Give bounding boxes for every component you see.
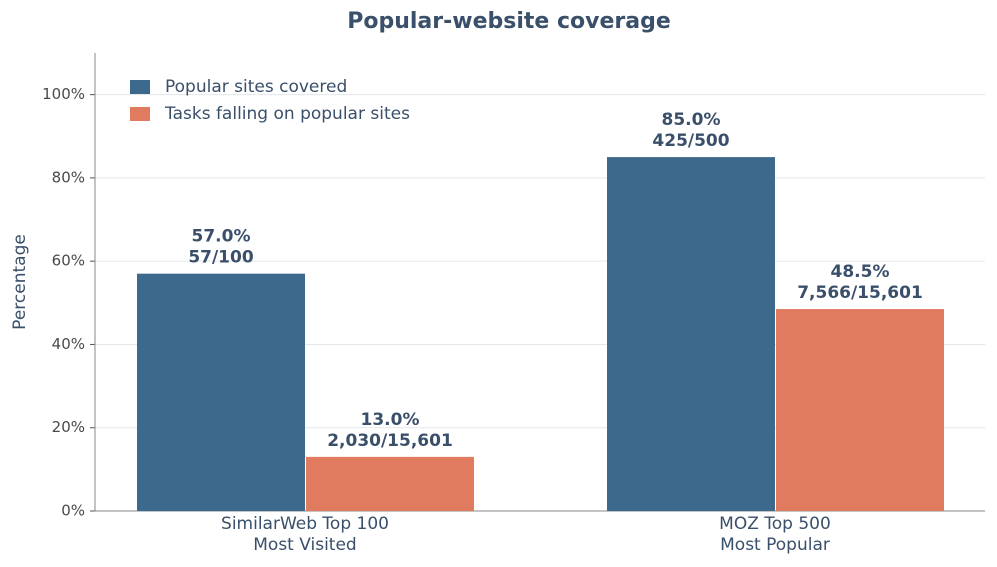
count-label: 7,566/15,601 bbox=[797, 283, 923, 303]
bar bbox=[607, 157, 775, 511]
y-tick-label: 100% bbox=[42, 85, 85, 103]
y-tick-label: 20% bbox=[52, 418, 85, 436]
y-tick-label: 80% bbox=[52, 168, 85, 186]
bar bbox=[776, 309, 944, 511]
x-tick-label: Most Visited bbox=[253, 535, 356, 555]
x-tick-label: Most Popular bbox=[720, 535, 830, 555]
bar bbox=[306, 456, 474, 511]
chart-title: Popular-website coverage bbox=[347, 9, 671, 34]
legend-label: Tasks falling on popular sites bbox=[164, 104, 410, 124]
count-label: 57/100 bbox=[188, 248, 254, 268]
legend-label: Popular sites covered bbox=[165, 77, 347, 97]
value-label: 57.0% bbox=[192, 227, 251, 247]
y-tick-label: 60% bbox=[52, 252, 85, 270]
count-label: 425/500 bbox=[652, 131, 729, 151]
x-tick-label: SimilarWeb Top 100 bbox=[221, 514, 389, 534]
bar bbox=[137, 273, 305, 511]
value-label: 13.0% bbox=[361, 410, 420, 430]
y-tick-label: 40% bbox=[52, 335, 85, 353]
legend-swatch bbox=[130, 107, 150, 121]
value-label: 48.5% bbox=[831, 262, 890, 282]
count-label: 2,030/15,601 bbox=[327, 431, 453, 451]
legend-swatch bbox=[130, 80, 150, 94]
value-label: 85.0% bbox=[662, 110, 721, 130]
y-tick-label: 0% bbox=[61, 502, 85, 520]
x-tick-label: MOZ Top 500 bbox=[719, 514, 831, 534]
y-axis-label: Percentage bbox=[10, 234, 30, 330]
